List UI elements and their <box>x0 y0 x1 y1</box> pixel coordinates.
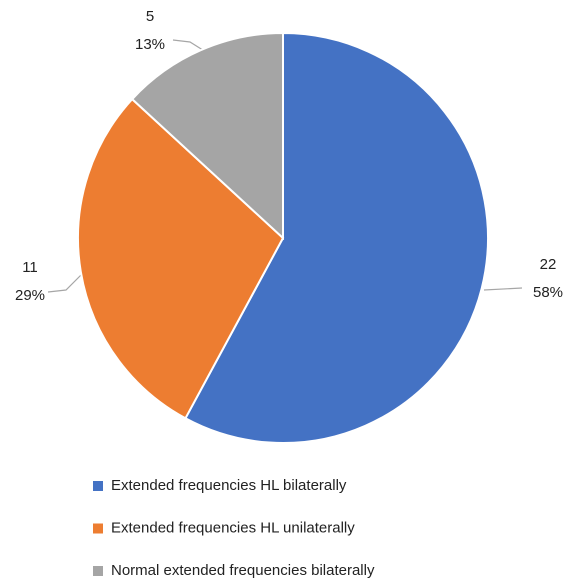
leader-line <box>47 271 85 293</box>
pie-slice <box>130 31 284 241</box>
percent-label: 58% <box>533 284 563 301</box>
legend-swatch <box>93 523 103 534</box>
legend-label: Extended frequencies HL bilaterally <box>111 477 347 494</box>
pie-slice <box>184 31 489 444</box>
pie-slice <box>77 97 285 420</box>
percent-label: 29% <box>15 287 45 304</box>
legend-swatch <box>93 566 103 576</box>
data-label: 5 <box>146 8 154 25</box>
legend-label: Extended frequencies HL unilaterally <box>111 519 355 536</box>
legend-swatch <box>93 481 103 491</box>
data-label: 11 <box>22 259 38 276</box>
leader-line <box>483 287 523 291</box>
leader-line <box>172 39 207 53</box>
percent-label: 13% <box>135 36 165 53</box>
legend-label: Normal extended frequencies bilaterally <box>111 562 375 579</box>
data-label: 22 <box>540 256 557 273</box>
